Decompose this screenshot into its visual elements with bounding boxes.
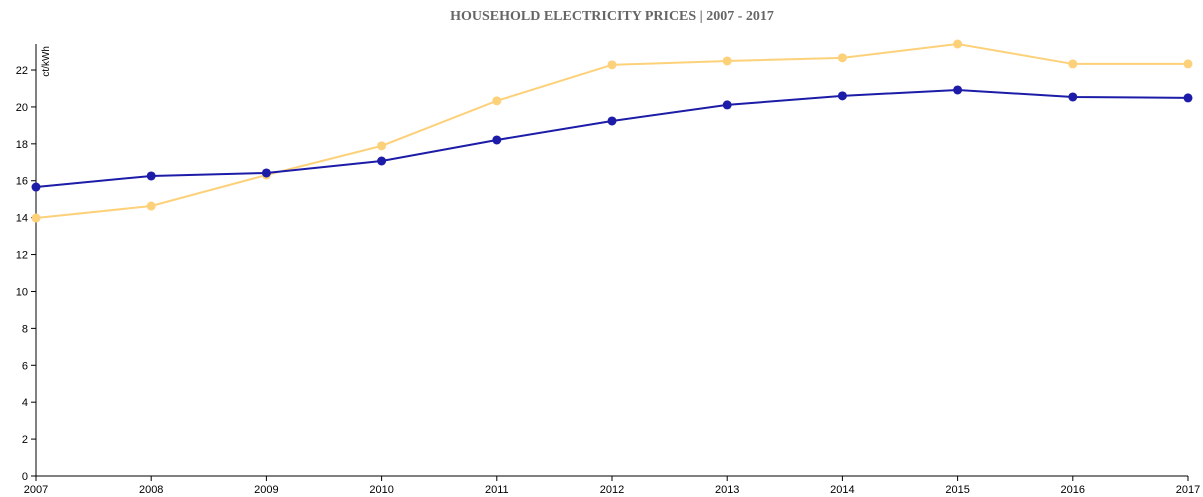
data-point — [261, 168, 271, 178]
y-tick-label: 0 — [22, 471, 28, 483]
data-point — [377, 156, 387, 166]
data-point — [31, 213, 41, 223]
data-point — [722, 56, 732, 66]
x-tick-label: 2011 — [485, 484, 509, 496]
y-tick-label: 10 — [16, 286, 28, 298]
data-point — [146, 171, 156, 181]
data-point — [377, 141, 387, 151]
x-tick-label: 2015 — [945, 484, 969, 496]
data-point — [953, 39, 963, 49]
data-point — [837, 91, 847, 101]
data-point — [146, 201, 156, 211]
y-tick-label: 12 — [16, 250, 28, 262]
data-point — [492, 96, 502, 106]
y-tick-label: 18 — [16, 139, 28, 151]
data-point — [492, 135, 502, 145]
y-tick-label: 8 — [22, 323, 28, 335]
data-point — [953, 85, 963, 95]
y-tick-label: 2 — [22, 434, 28, 446]
data-point — [607, 60, 617, 70]
series-line — [35, 42, 1188, 220]
series-line — [35, 88, 1189, 189]
x-tick-label: 2008 — [139, 484, 163, 496]
chart-title: HOUSEHOLD ELECTRICITY PRICES | 2007 - 20… — [450, 9, 774, 24]
x-tick-label: 2009 — [254, 484, 278, 496]
data-point — [1183, 59, 1193, 69]
y-tick-label: 14 — [16, 213, 28, 225]
x-tick-label: 2016 — [1061, 484, 1085, 496]
x-tick-label: 2017 — [1176, 484, 1200, 496]
data-point — [1183, 93, 1193, 103]
data-point — [1068, 59, 1078, 69]
data-point — [1068, 92, 1078, 102]
data-point — [31, 182, 41, 192]
x-tick-label: 2010 — [369, 484, 393, 496]
y-tick-label: 22 — [16, 65, 28, 77]
x-tick-label: 2014 — [830, 484, 854, 496]
y-tick-label: 4 — [22, 397, 28, 409]
data-point — [607, 116, 617, 126]
data-point — [837, 53, 847, 63]
x-tick-label: 2012 — [600, 484, 624, 496]
y-tick-label: 20 — [16, 102, 28, 114]
x-tick-label: 2013 — [715, 484, 739, 496]
y-tick-label: 16 — [16, 176, 28, 188]
y-tick-label: 6 — [22, 360, 28, 372]
y-axis-label: ct/kWh — [41, 46, 52, 77]
data-point — [722, 100, 732, 110]
x-tick-label: 2007 — [24, 484, 48, 496]
